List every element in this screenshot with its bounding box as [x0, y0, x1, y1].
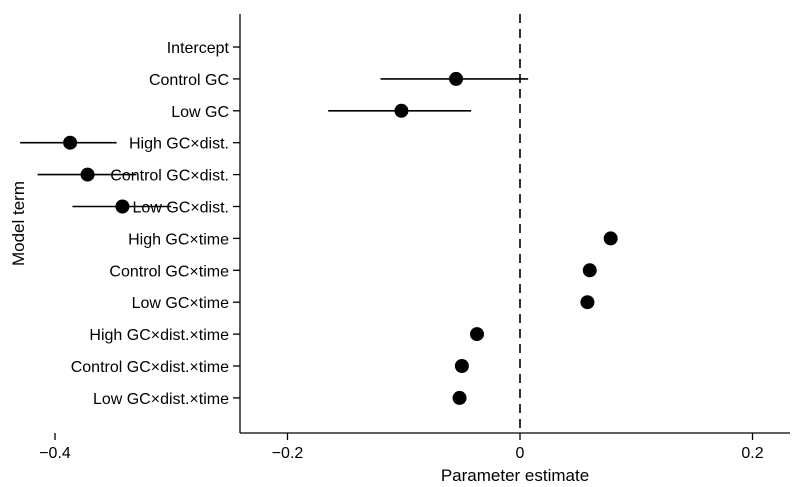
term-label: Control GC×dist.×time — [71, 359, 229, 376]
x-axis-title: Parameter estimate — [441, 466, 589, 485]
y-axis-title: Model term — [9, 181, 28, 266]
estimate-point — [115, 199, 130, 214]
term-label: Low GC×dist.×time — [93, 391, 229, 408]
x-tick-label: −0.4 — [39, 445, 71, 462]
term-label: Intercept — [167, 40, 230, 57]
estimate-points — [63, 71, 618, 405]
estimate-point — [580, 295, 595, 310]
term-label: Control GC — [149, 72, 229, 89]
axes — [239, 14, 790, 434]
estimate-point — [449, 71, 464, 86]
term-label: High GC×dist.×time — [89, 327, 229, 344]
x-tick-label: −0.2 — [272, 445, 304, 462]
x-tick-label: 0 — [516, 445, 525, 462]
term-label: Control GC×dist. — [110, 168, 229, 185]
estimate-point — [80, 167, 95, 182]
estimate-point — [454, 359, 469, 373]
y-axis-ticks: Intercept Control GC Low GC High GC×dist. Co… — [71, 40, 240, 408]
estimate-point — [582, 263, 597, 278]
term-label: Low GC×time — [132, 295, 229, 312]
estimate-point — [63, 135, 78, 150]
term-label: Control GC×time — [109, 263, 229, 280]
x-tick-label: 0.2 — [741, 445, 763, 462]
term-label: Low GC — [171, 104, 229, 121]
estimate-point — [394, 103, 409, 118]
estimate-point — [603, 231, 618, 246]
term-label: High GC×dist. — [129, 136, 229, 153]
term-label: Low GC×dist. — [133, 200, 229, 217]
x-axis-ticks: −0.4−0.200.20.4 — [39, 433, 764, 462]
term-label: High GC×time — [128, 231, 229, 248]
estimate-point — [452, 390, 467, 405]
estimate-point — [469, 327, 484, 342]
